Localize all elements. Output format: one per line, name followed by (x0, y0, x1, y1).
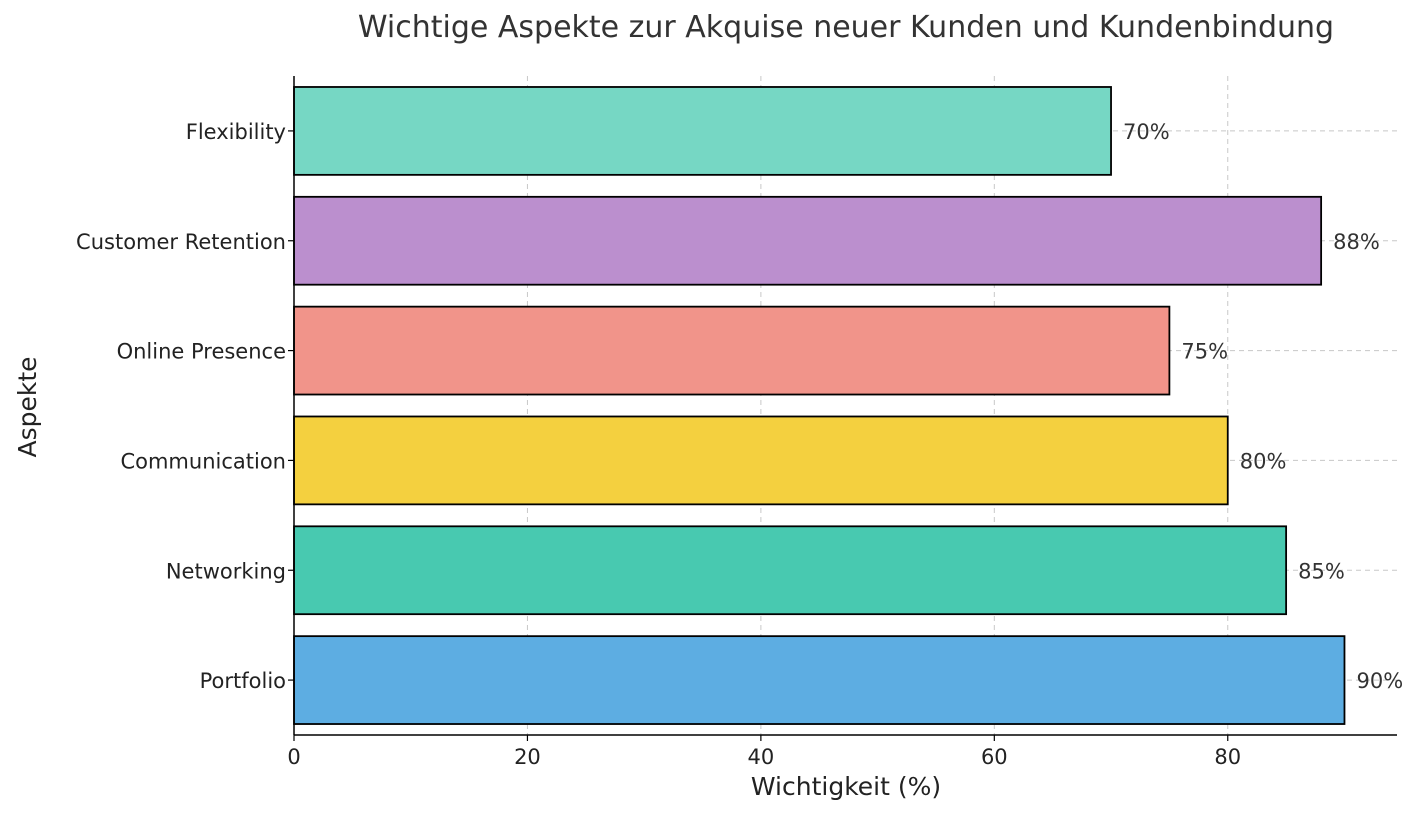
y-tick-label: Communication (120, 449, 286, 473)
y-tick-label: Networking (166, 559, 286, 583)
x-tick-label: 80 (1214, 745, 1241, 769)
bar (293, 195, 1323, 286)
x-tick-label: 40 (748, 745, 775, 769)
y-tick-label: Flexibility (186, 120, 286, 144)
axes-layer (293, 76, 1397, 736)
bar-value-label: 90% (1356, 669, 1403, 693)
x-tick-label: 20 (514, 745, 541, 769)
bar (293, 525, 1288, 616)
x-tick-label: 0 (287, 745, 300, 769)
bar-value-label: 88% (1333, 230, 1380, 254)
bar (293, 86, 1112, 176)
x-tick-label: 60 (981, 745, 1008, 769)
labels-layer: 90% 85% 80% 75% 88% 70% (1123, 120, 1403, 693)
bar-value-label: 80% (1240, 449, 1287, 473)
bar (293, 415, 1229, 506)
ticks-layer: 0 20 40 60 80 Portfolio Networking Communicatio… (76, 120, 1241, 769)
y-tick-label: Online Presence (117, 340, 286, 364)
bar-value-label: 70% (1123, 120, 1170, 144)
chart-title: Wichtige Aspekte zur Akquise neuer Kunde… (358, 10, 1334, 45)
x-axis-label: Wichtigkeit (%) (751, 772, 941, 801)
bar (293, 635, 1346, 725)
y-axis-label: Aspekte (13, 356, 42, 457)
bar-value-label: 85% (1298, 559, 1345, 583)
y-tick-label: Portfolio (200, 669, 286, 693)
y-tick-label: Customer Retention (76, 230, 286, 254)
bar-value-label: 75% (1181, 340, 1228, 364)
bar (293, 305, 1171, 396)
bars-layer (293, 86, 1346, 725)
